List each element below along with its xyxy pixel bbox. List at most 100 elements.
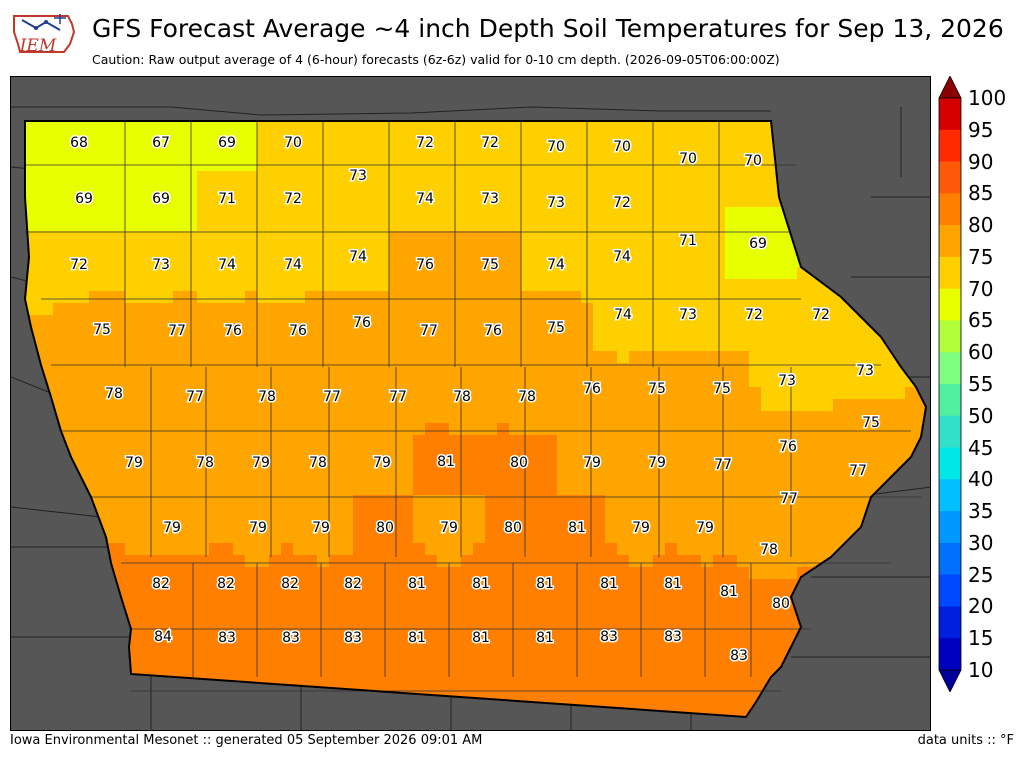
temperature-cell: [629, 723, 642, 731]
temperature-cell: [737, 579, 750, 592]
temperature-cell: [185, 121, 198, 124]
temperature-cell: [41, 267, 54, 280]
temperature-cell: [845, 675, 858, 688]
temperature-cell: [461, 375, 474, 388]
temperature-cell: [173, 483, 186, 496]
temperature-cell: [197, 339, 210, 352]
temperature-cell: [533, 121, 546, 124]
temperature-cell: [845, 591, 858, 604]
temperature-cell: [737, 207, 750, 220]
temperature-cell: [413, 387, 426, 400]
temperature-cell: [329, 135, 342, 148]
temperature-cell: [449, 279, 462, 292]
temperature-cell: [725, 423, 738, 436]
temperature-cell: [485, 375, 498, 388]
temperature-cell: [101, 639, 114, 652]
temperature-cell: [797, 363, 810, 376]
temperature-cell: [833, 435, 846, 448]
temperature-cell: [725, 159, 738, 172]
temperature-cell: [317, 459, 330, 472]
temperature-cell: [25, 435, 30, 448]
footer-attribution: Iowa Environmental Mesonet :: generated …: [10, 733, 483, 748]
temperature-cell: [809, 375, 822, 388]
temperature-cell: [617, 159, 630, 172]
temperature-cell: [821, 699, 834, 712]
temperature-cell: [377, 435, 390, 448]
temperature-cell: [833, 687, 846, 700]
temperature-value-label: 79: [312, 520, 330, 536]
map-panel[interactable]: 68 67 69 70 72 72 70 70 70 70 73 69 69 71 72 74 73 73 72 71…: [10, 76, 931, 731]
temperature-value-label: 82: [217, 576, 235, 592]
temperature-cell: [833, 375, 846, 388]
temperature-cell: [125, 267, 138, 280]
temperature-value-label: 84: [154, 629, 172, 645]
temperature-cell: [341, 495, 354, 508]
temperature-cell: [605, 543, 618, 556]
temperature-cell: [77, 663, 90, 676]
temperature-cell: [821, 303, 834, 316]
temperature-cell: [305, 255, 318, 268]
temperature-cell: [101, 123, 114, 136]
temperature-cell: [821, 171, 834, 184]
temperature-cell: [101, 615, 114, 628]
temperature-cell: [797, 121, 810, 124]
temperature-cell: [53, 159, 66, 172]
temperature-cell: [25, 121, 30, 124]
temperature-cell: [113, 315, 126, 328]
temperature-cell: [389, 207, 402, 220]
temperature-cell: [233, 423, 246, 436]
temperature-cell: [401, 183, 414, 196]
temperature-cell: [653, 471, 666, 484]
temperature-cell: [437, 255, 450, 268]
temperature-cell: [785, 627, 798, 640]
temperature-value-label: 79: [163, 520, 181, 536]
temperature-cell: [665, 327, 678, 340]
temperature-cell: [881, 639, 894, 652]
temperature-cell: [725, 519, 738, 532]
temperature-cell: [581, 351, 594, 364]
temperature-value-label: 82: [281, 576, 299, 592]
temperature-cell: [785, 135, 798, 148]
temperature-cell: [413, 471, 426, 484]
temperature-value-label: 76: [289, 323, 307, 339]
temperature-cell: [821, 219, 834, 232]
temperature-cell: [77, 207, 90, 220]
temperature-cell: [521, 267, 534, 280]
temperature-cell: [821, 591, 834, 604]
temperature-cell: [497, 219, 510, 232]
temperature-cell: [785, 675, 798, 688]
temperature-cell: [701, 711, 714, 717]
temperature-cell: [761, 351, 774, 364]
temperature-cell: [665, 435, 678, 448]
temperature-cell: [545, 471, 558, 484]
temperature-cell: [785, 315, 798, 328]
temperature-cell: [725, 651, 738, 664]
temperature-cell: [293, 315, 306, 328]
temperature-cell: [257, 339, 270, 352]
temperature-cell: [149, 243, 162, 256]
temperature-cell: [65, 315, 78, 328]
temperature-cell: [809, 675, 822, 688]
temperature-cell: [185, 639, 198, 652]
temperature-cell: [665, 495, 678, 508]
temperature-cell: [605, 675, 618, 688]
temperature-cell: [11, 531, 18, 544]
temperature-cell: [845, 495, 858, 508]
temperature-cell: [449, 435, 462, 448]
temperature-cell: [545, 399, 558, 412]
temperature-cell: [521, 291, 534, 304]
temperature-cell: [149, 495, 162, 508]
temperature-cell: [785, 123, 798, 136]
temperature-cell: [677, 363, 690, 376]
temperature-cell: [605, 531, 618, 544]
temperature-cell: [629, 327, 642, 340]
temperature-value-label: 81: [472, 576, 490, 592]
temperature-cell: [545, 591, 558, 604]
temperature-cell: [101, 315, 114, 328]
temperature-cell: [245, 615, 258, 628]
temperature-cell: [197, 627, 210, 640]
temperature-cell: [137, 507, 150, 520]
temperature-cell: [581, 651, 594, 664]
temperature-cell: [461, 639, 474, 652]
temperature-cell: [473, 411, 486, 424]
